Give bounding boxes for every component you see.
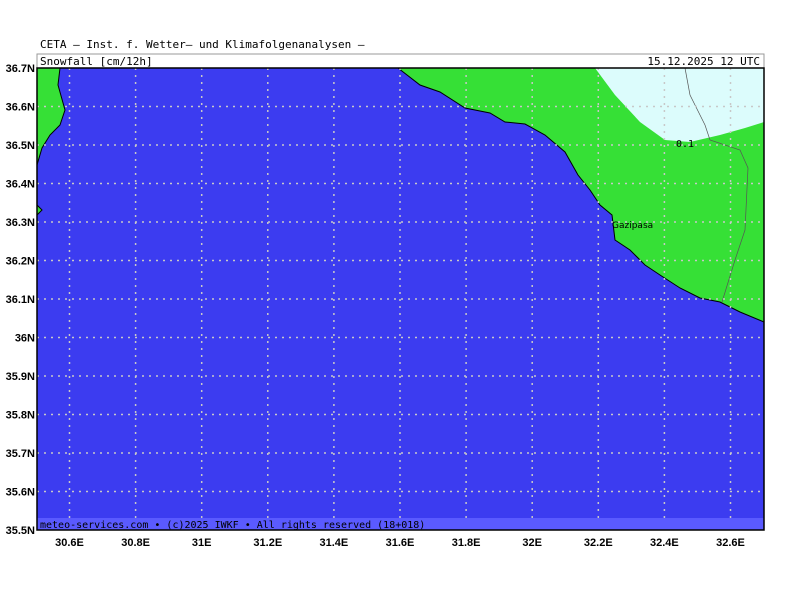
valid-time: 15.12.2025 12 UTC [647, 55, 760, 68]
lat-label: 36.5N [6, 140, 35, 152]
lon-label: 32.6E [716, 537, 745, 549]
city-label: Gazipasa [612, 221, 653, 231]
lat-label: 35.8N [6, 410, 35, 422]
footer-bar [37, 518, 764, 530]
snow-area [595, 68, 764, 142]
lat-label: 35.5N [6, 525, 35, 537]
lat-label: 36.6N [6, 102, 35, 114]
copyright: meteo-services.com • (c)2025 IWKF • All … [40, 520, 425, 531]
lon-label: 30.6E [55, 537, 84, 549]
lat-label: 35.9N [6, 371, 35, 383]
parameter-label: Snowfall [cm/12h] [40, 55, 153, 68]
lat-label: 36.4N [6, 179, 35, 191]
lat-label: 35.6N [6, 487, 35, 499]
lat-label: 36.3N [6, 217, 35, 229]
lon-label: 31.8E [452, 537, 481, 549]
border [684, 67, 749, 303]
lon-label: 31E [192, 537, 212, 549]
lon-label: 32.2E [584, 537, 613, 549]
frame [36, 67, 765, 531]
lat-label: 36N [15, 333, 35, 345]
source-title: CETA – Inst. f. Wetter– und Klimafolgena… [40, 38, 365, 51]
lon-label: 31.6E [386, 537, 415, 549]
lon-label: 32.4E [650, 537, 679, 549]
lat-label: 35.7N [6, 448, 35, 460]
lon-label: 31.2E [253, 537, 282, 549]
lat-label: 36.1N [6, 294, 35, 306]
lon-label: 32E [522, 537, 542, 549]
contour-label: 0.1 [676, 139, 694, 150]
lon-label: 30.8E [121, 537, 150, 549]
lon-label: 31.4E [320, 537, 349, 549]
lat-label: 36.7N [6, 63, 35, 75]
lat-label: 36.2N [6, 256, 35, 268]
